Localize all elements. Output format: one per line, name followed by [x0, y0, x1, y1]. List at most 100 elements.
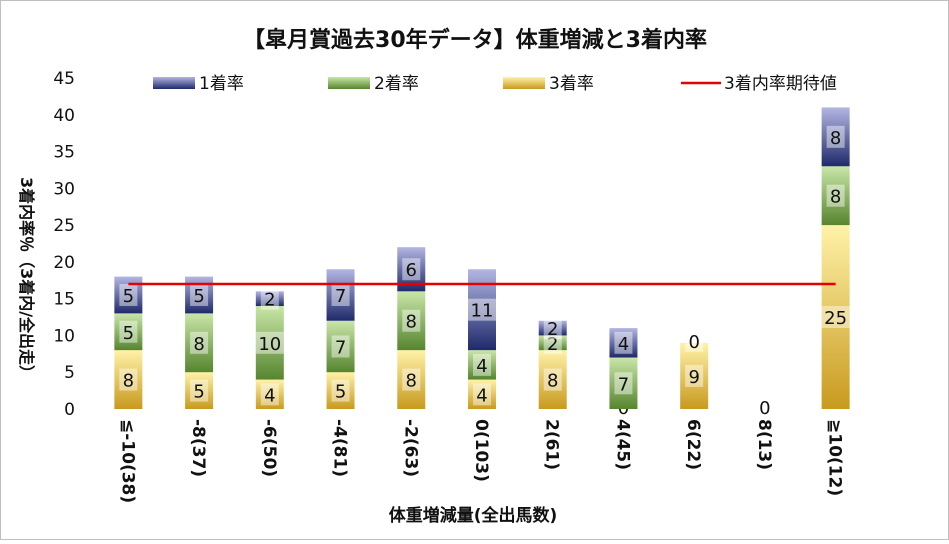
bar-segment — [468, 379, 496, 409]
data-label-bg — [826, 125, 845, 148]
bar-segment — [326, 372, 355, 409]
bar-segment — [255, 291, 284, 307]
bar-segment — [680, 342, 709, 409]
bar-segment — [609, 357, 638, 409]
y-tick-label: 0 — [64, 400, 75, 420]
data-label-bg — [614, 372, 633, 395]
data-label-bg — [685, 329, 704, 352]
data-label-bg — [468, 298, 496, 321]
data-label-bg — [260, 287, 279, 310]
x-tick-label: -4(81) — [330, 419, 350, 477]
y-tick-label: 45 — [53, 69, 75, 89]
y-tick-label: 30 — [53, 179, 75, 199]
data-label-bg — [826, 184, 845, 207]
x-tick-label: ≧10(12) — [825, 419, 845, 496]
x-tick-label: ≦-10(38) — [117, 419, 137, 503]
bar-segment — [114, 313, 143, 351]
data-label-bg — [255, 331, 284, 354]
data-label-bg — [331, 335, 350, 358]
data-label: 0 — [759, 398, 770, 419]
x-axis-title: 体重増減量(全出馬数) — [389, 505, 558, 526]
data-label: 8 — [830, 128, 841, 149]
data-label: 2 — [264, 290, 275, 311]
data-label-bg — [543, 317, 562, 340]
bars: 855585410257788644118220749002588 — [114, 107, 850, 419]
data-label: 5 — [335, 382, 346, 403]
bar-segment — [821, 225, 850, 409]
data-label-bg — [119, 283, 138, 306]
bar-segment — [397, 291, 426, 351]
x-tick-label: 2(61) — [542, 419, 562, 470]
legend-label: 3着内率期待値 — [724, 74, 837, 94]
legend-label: 1着率 — [199, 74, 244, 94]
data-label-bg — [473, 383, 491, 406]
data-label-bg — [755, 396, 774, 418]
data-label: 11 — [471, 301, 494, 322]
data-label-bg — [614, 331, 633, 354]
bar-segment — [114, 350, 143, 409]
data-label-bg — [190, 331, 209, 354]
data-label: 9 — [688, 367, 699, 388]
data-label: 8 — [193, 334, 204, 355]
y-tick-label: 15 — [53, 290, 75, 310]
x-tick-label: -8(37) — [188, 419, 208, 477]
y-axis-title: 3着内率％（3着内/全出走） — [17, 177, 36, 381]
legend-swatch — [328, 77, 370, 89]
legend-label: 3着率 — [549, 74, 594, 94]
data-label: 8 — [547, 371, 558, 392]
bar-segment — [326, 269, 355, 321]
data-label: 25 — [824, 308, 847, 329]
data-label-bg — [821, 306, 850, 329]
data-label-bg — [331, 283, 350, 306]
data-label-bg — [190, 283, 209, 306]
y-tick-label: 20 — [53, 253, 75, 273]
bar-segment — [609, 328, 638, 358]
data-label-bg — [473, 353, 491, 376]
data-label: 5 — [123, 323, 134, 344]
data-label: 6 — [406, 260, 417, 281]
bar-segment — [468, 350, 496, 380]
data-label: 4 — [476, 385, 487, 406]
bar-segment — [397, 350, 426, 409]
data-label-bg — [260, 383, 279, 406]
data-label: 5 — [123, 286, 134, 307]
data-label: 8 — [406, 371, 417, 392]
data-label: 2 — [547, 319, 558, 340]
x-tick-label: 8(13) — [754, 419, 774, 470]
data-label: 4 — [264, 385, 275, 406]
data-label: 7 — [335, 337, 346, 358]
x-tick-label: 0(103) — [471, 419, 491, 482]
bar-segment — [255, 379, 284, 409]
bar-segment — [538, 350, 567, 409]
data-label: 7 — [618, 374, 629, 395]
x-tick-label: 6(22) — [683, 419, 703, 470]
y-axis: 0 5 10 15 20 25 30 35 40 45 — [53, 69, 75, 420]
chart-title: 【皐月賞過去30年データ】体重増減と3着内率 — [243, 27, 707, 53]
data-label: 4 — [476, 356, 487, 377]
data-label-bg — [402, 258, 421, 281]
bar-segment — [821, 166, 850, 226]
x-axis: ≦-10(38) -8(37) -6(50) -4(81) -2(63) 0(103) 2(… — [117, 419, 844, 503]
legend-swatch — [153, 77, 195, 89]
data-label-bg — [402, 309, 421, 332]
data-label: 4 — [618, 334, 629, 355]
data-label: 0 — [688, 332, 699, 353]
data-label-bg — [543, 331, 562, 354]
bar-segment — [821, 107, 850, 167]
data-label: 7 — [335, 286, 346, 307]
legend-swatch — [503, 77, 545, 89]
x-tick-label: -6(50) — [259, 419, 279, 477]
y-tick-label: 35 — [53, 143, 75, 163]
data-label: 2 — [547, 334, 558, 355]
data-label-bg — [331, 379, 350, 402]
bar-segment — [255, 306, 284, 380]
y-tick-label: 40 — [53, 106, 75, 126]
data-label: 8 — [123, 371, 134, 392]
data-label-bg — [190, 379, 209, 402]
data-label-bg — [543, 368, 562, 391]
y-tick-label: 5 — [64, 363, 75, 383]
x-tick-label: 4(45) — [612, 419, 632, 470]
data-label-bg — [119, 368, 138, 391]
